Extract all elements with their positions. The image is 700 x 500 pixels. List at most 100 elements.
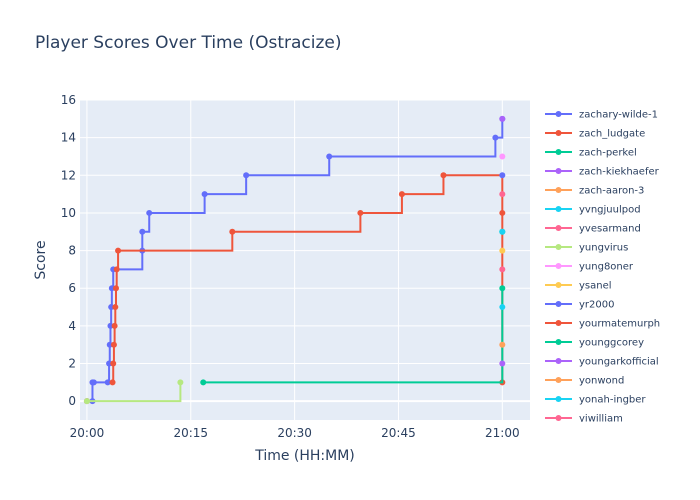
series-zach-kiekhaefer <box>499 115 506 122</box>
legend-item[interactable]: zach_ludgate <box>545 129 645 140</box>
legend-item[interactable]: zach-aaron-3 <box>545 186 644 197</box>
legend-marker <box>555 130 562 136</box>
legend-item[interactable]: youngarkofficial <box>545 357 659 368</box>
legend-item[interactable]: ysanel <box>545 281 612 292</box>
data-point <box>111 322 118 329</box>
y-tick-label: 4 <box>68 319 76 333</box>
legend-item[interactable]: yvesarmand <box>545 224 641 235</box>
data-point <box>440 172 447 179</box>
x-tick-label: 20:00 <box>70 426 105 440</box>
x-tick-labels: 20:00 20:15 20:30 20:45 21:00 <box>70 426 520 440</box>
legend-marker <box>555 377 562 383</box>
series-yungvirus <box>83 379 184 405</box>
x-tick-label: 20:45 <box>381 426 416 440</box>
legend-label: yvesarmand <box>579 224 641 235</box>
legend-label: zach-perkel <box>579 148 637 159</box>
legend-label: youngarkofficial <box>579 357 659 368</box>
y-tick-label: 10 <box>61 206 76 220</box>
legend-marker <box>555 168 562 174</box>
data-point <box>146 209 153 216</box>
legend-item[interactable]: yungvirus <box>545 243 628 254</box>
data-point <box>112 304 119 311</box>
data-point <box>113 285 119 292</box>
data-point <box>499 191 506 198</box>
series-younggcorey <box>200 285 506 386</box>
series-yvngjuulpod <box>499 228 506 235</box>
legend-label: zach-aaron-3 <box>579 186 644 197</box>
legend-label: yvngjuulpod <box>579 205 641 216</box>
data-point <box>107 322 114 329</box>
legend-item[interactable]: zach-kiekhaefer <box>545 167 660 178</box>
legend-marker <box>555 225 562 231</box>
series-yonah-ingber <box>499 304 506 311</box>
data-point <box>499 341 506 348</box>
legend-label: zach-kiekhaefer <box>579 167 660 178</box>
data-point <box>139 228 146 235</box>
data-point <box>229 228 236 235</box>
legend-marker <box>555 263 562 269</box>
data-point <box>499 247 506 254</box>
legend-item[interactable]: yonwond <box>545 376 624 387</box>
legend-item[interactable]: yourmatemurph <box>545 319 660 330</box>
legend-marker <box>555 301 562 307</box>
legend-marker <box>555 415 562 421</box>
y-tick-label: 6 <box>68 281 76 295</box>
legend-label: zach_ludgate <box>579 129 645 140</box>
legend-item[interactable]: zach-perkel <box>545 148 637 159</box>
legend-item[interactable]: yvngjuulpod <box>545 205 641 216</box>
data-point <box>113 266 120 273</box>
data-point <box>200 379 207 386</box>
data-point <box>110 360 117 367</box>
series-yonwond <box>499 341 506 348</box>
y-tick-label: 8 <box>68 244 76 258</box>
data-point <box>357 209 364 216</box>
legend[interactable]: zachary-wilde-1 zach_ludgate zach-perkel za… <box>545 110 660 425</box>
legend-marker <box>555 206 562 212</box>
data-point <box>201 191 208 198</box>
data-point <box>110 341 117 348</box>
legend-item[interactable]: yr2000 <box>545 300 614 311</box>
data-point <box>499 266 506 273</box>
chart-title: Player Scores Over Time (Ostracize) <box>35 33 342 53</box>
legend-item[interactable]: zachary-wilde-1 <box>545 110 658 121</box>
data-point <box>499 228 506 235</box>
data-point <box>398 191 405 198</box>
legend-label: yung8oner <box>579 262 634 273</box>
data-point <box>83 398 90 405</box>
data-point <box>106 360 113 367</box>
series-youngarkofficial <box>499 360 506 367</box>
legend-item[interactable]: yiwilliam <box>545 414 623 425</box>
data-point <box>108 285 115 292</box>
data-point <box>177 379 184 386</box>
data-point <box>90 379 97 386</box>
y-tick-label: 14 <box>61 131 76 145</box>
legend-label: yonwond <box>579 376 624 387</box>
y-tick-label: 2 <box>68 357 76 371</box>
data-point <box>492 134 499 141</box>
legend-marker <box>555 244 562 250</box>
data-point <box>104 379 111 386</box>
legend-marker <box>555 320 562 326</box>
series-line <box>86 118 504 403</box>
data-point <box>115 247 122 254</box>
legend-item[interactable]: yonah-ingber <box>545 395 646 406</box>
data-point <box>499 360 506 367</box>
legend-label: yonah-ingber <box>579 395 646 406</box>
series-zach_ludgate <box>109 172 506 386</box>
data-point <box>499 153 506 160</box>
data-point <box>499 115 506 122</box>
x-tick-label: 20:30 <box>277 426 312 440</box>
y-tick-label: 12 <box>61 168 76 182</box>
x-tick-label: 20:15 <box>173 426 208 440</box>
legend-marker <box>555 339 562 345</box>
legend-marker <box>555 396 562 402</box>
series-yung8oner <box>499 153 506 160</box>
legend-item[interactable]: yung8oner <box>545 262 634 273</box>
y-tick-label: 0 <box>68 394 76 408</box>
plot-background <box>80 100 530 420</box>
series-yvesarmand <box>499 191 506 198</box>
x-axis-title: Time (HH:MM) <box>254 448 355 464</box>
legend-item[interactable]: younggcorey <box>545 338 644 349</box>
